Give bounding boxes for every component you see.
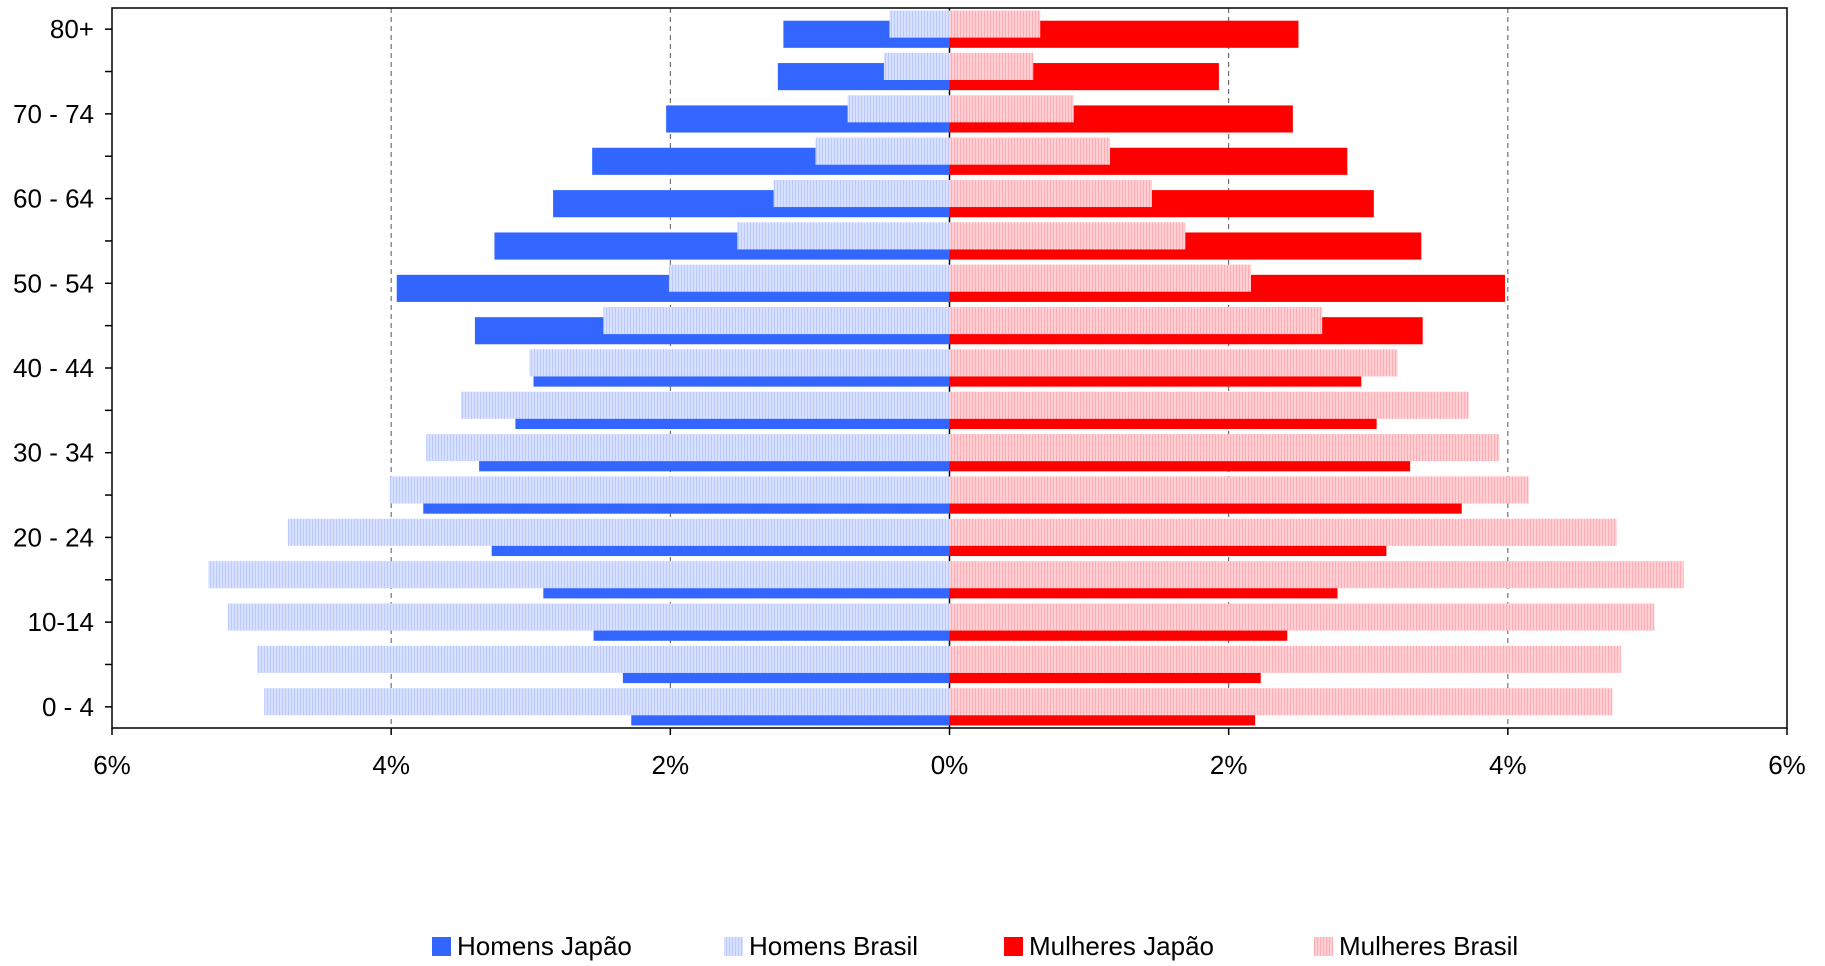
bars [208,10,1684,726]
y-tick-label: 80+ [50,14,94,44]
bar-homens-brasil [603,307,950,335]
bar-mulheres-brasil [949,603,1655,631]
bar-homens-brasil [287,518,950,546]
y-axis-tick-labels: 0 - 4 10-14 20 - 24 30 - 34 40 - 44 50 - 54 60… [13,14,112,722]
x-tick-label: 2% [1210,750,1248,780]
bar-mulheres-brasil [949,52,1034,80]
bar-homens-brasil [389,476,950,504]
bar-mulheres-brasil [949,561,1684,589]
bar-homens-brasil [257,645,950,673]
legend-swatch [432,937,451,956]
x-tick-label: 6% [1768,750,1806,780]
bar-mulheres-brasil [949,10,1041,38]
bar-mulheres-brasil [949,645,1621,673]
x-tick-label: 4% [1489,750,1527,780]
legend-label: Mulheres Japão [1029,931,1214,961]
bar-homens-brasil [773,179,950,208]
y-tick-label: 10-14 [28,607,95,637]
bar-mulheres-brasil [949,264,1251,292]
legend-label: Homens Japão [457,931,632,961]
y-tick-label: 0 - 4 [42,692,94,722]
y-tick-label: 30 - 34 [13,438,94,468]
bar-homens-brasil [227,603,950,631]
legend-swatch [724,937,743,956]
y-tick-label: 50 - 54 [13,268,94,298]
bar-homens-brasil [529,349,950,377]
legend-label: Homens Brasil [749,931,918,961]
x-tick-label: 4% [372,750,410,780]
bar-homens-brasil [208,561,950,589]
bar-mulheres-brasil [949,518,1617,546]
bar-homens-brasil [847,95,950,123]
bar-mulheres-brasil [949,222,1186,250]
bar-mulheres-brasil [949,95,1074,123]
bar-homens-brasil [668,264,950,292]
y-tick-label: 60 - 64 [13,184,94,214]
bar-mulheres-brasil [949,179,1152,208]
legend: Homens Japão Homens Brasil Mulheres Japão M… [432,931,1518,961]
bar-homens-brasil [426,434,950,462]
x-axis-tick-labels: 6% 4% 2% 0% 2% 4% 6% [93,728,1806,780]
bar-homens-brasil [889,10,950,38]
x-tick-label: 0% [931,750,969,780]
y-tick-label: 20 - 24 [13,522,94,552]
bar-homens-brasil [737,222,950,250]
bar-mulheres-brasil [949,476,1529,504]
legend-label: Mulheres Brasil [1339,931,1518,961]
x-tick-label: 2% [652,750,690,780]
legend-swatch [1314,937,1333,956]
bar-mulheres-brasil [949,391,1469,419]
legend-swatch [1004,937,1023,956]
bar-mulheres-brasil [949,137,1111,165]
x-tick-label: 6% [93,750,131,780]
bar-mulheres-brasil [949,349,1398,377]
bar-homens-brasil [264,688,950,716]
bar-mulheres-brasil [949,688,1613,716]
bar-mulheres-brasil [949,434,1500,462]
bar-homens-brasil [883,52,950,80]
bar-mulheres-brasil [949,307,1323,335]
y-tick-label: 70 - 74 [13,99,94,129]
bar-homens-brasil [815,137,950,165]
bar-homens-brasil [460,391,950,419]
y-tick-label: 40 - 44 [13,353,94,383]
